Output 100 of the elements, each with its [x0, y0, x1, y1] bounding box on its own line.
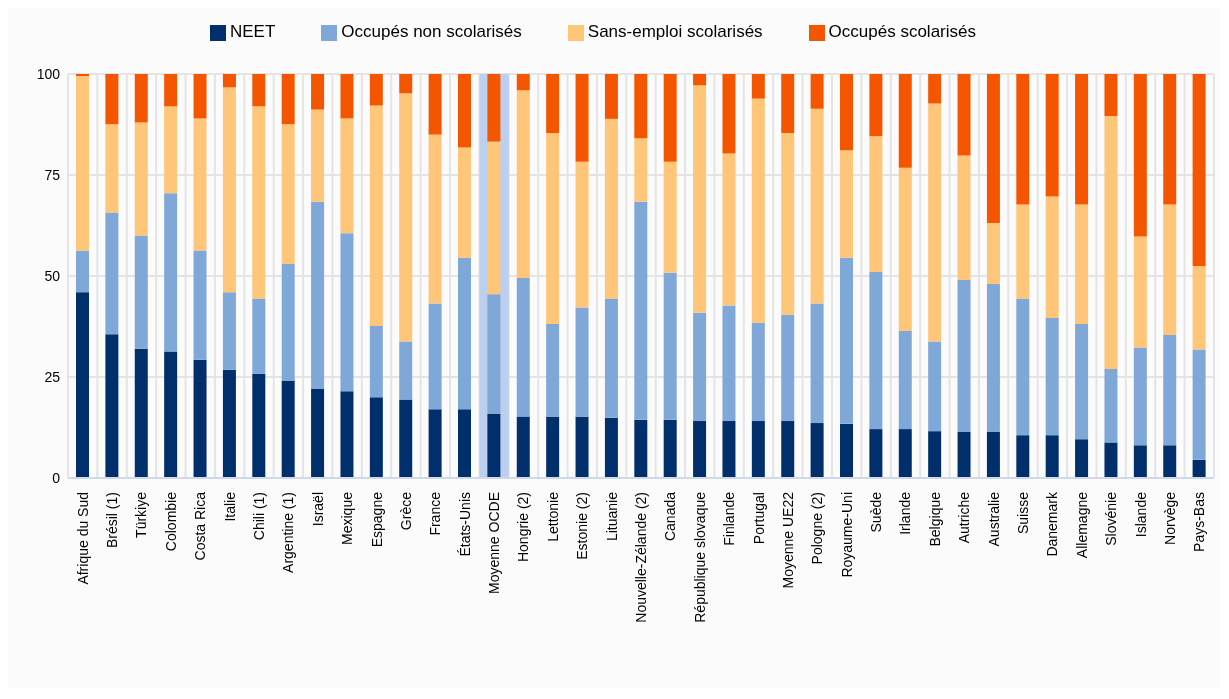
bar	[516, 74, 530, 91]
bar	[311, 109, 325, 202]
bar	[399, 93, 413, 342]
bar	[663, 272, 677, 420]
x-tick-label: Finlande	[721, 491, 738, 546]
bar	[134, 348, 148, 478]
bar	[252, 106, 266, 299]
bar	[281, 381, 295, 478]
x-tick-label: Afrique du Sud	[74, 492, 91, 585]
bar	[634, 138, 648, 202]
bar	[1192, 74, 1206, 266]
legend-label: Sans-emploi scolarisés	[587, 22, 763, 41]
bar	[516, 90, 530, 279]
bar	[898, 330, 912, 430]
bar	[1045, 318, 1059, 436]
x-tick-label: Colombie	[162, 491, 179, 552]
bar	[957, 280, 971, 432]
bar	[722, 421, 736, 478]
bar	[898, 429, 912, 478]
bar	[575, 74, 589, 162]
bar	[516, 278, 530, 417]
bar	[311, 74, 325, 110]
bar	[546, 132, 560, 325]
x-tick-label: Grèce	[397, 491, 414, 531]
bar	[105, 124, 119, 213]
bar	[898, 74, 912, 168]
bar	[957, 155, 971, 281]
bar	[840, 74, 853, 151]
bar	[193, 74, 207, 119]
bar	[810, 74, 824, 109]
y-tick-label: 50	[44, 267, 61, 284]
bar	[399, 399, 413, 478]
bar	[575, 307, 589, 417]
x-tick-label: Espagne	[368, 491, 385, 548]
legend-label: Occupés non scolarisés	[341, 22, 522, 41]
x-tick-label: Suède	[868, 491, 885, 533]
bar	[399, 74, 413, 94]
x-tick-label: Moyenne UE22	[779, 491, 796, 589]
bar	[222, 87, 236, 293]
bar	[604, 298, 618, 418]
bar	[957, 74, 971, 156]
bar	[957, 431, 971, 478]
bar	[928, 74, 942, 104]
y-tick-label: 100	[36, 65, 61, 82]
bar	[898, 167, 912, 331]
bar	[634, 74, 648, 139]
bar	[1133, 445, 1147, 478]
x-tick-label: Mexique	[339, 491, 356, 545]
x-tick-label: Hongrie (2)	[515, 492, 532, 563]
bar	[869, 74, 883, 137]
x-tick-label: Lettonie	[544, 491, 561, 542]
bar	[281, 124, 295, 264]
bar	[663, 74, 677, 162]
bar	[840, 423, 853, 478]
bar	[869, 136, 883, 272]
bar	[340, 233, 354, 392]
bar	[369, 397, 383, 478]
bar	[76, 74, 89, 77]
bar	[1163, 204, 1177, 335]
bar	[781, 74, 795, 133]
bar	[1016, 435, 1030, 478]
bar	[781, 421, 795, 478]
bar	[604, 417, 618, 478]
bar	[751, 322, 765, 422]
bar	[1133, 347, 1147, 446]
bar	[311, 201, 325, 390]
bar	[369, 74, 383, 106]
x-tick-label: Pays-Bas	[1191, 492, 1208, 552]
bar	[164, 106, 178, 194]
bar	[428, 134, 442, 304]
x-tick-label: Allemagne	[1073, 491, 1090, 559]
bar	[428, 409, 442, 478]
x-tick-label: Lituanie	[603, 491, 620, 542]
bar	[781, 314, 795, 422]
bar	[222, 369, 236, 478]
bar	[1045, 74, 1059, 197]
bar	[810, 423, 824, 478]
bar	[869, 429, 883, 478]
bar	[222, 74, 236, 88]
bar	[1133, 236, 1147, 348]
bar	[604, 74, 618, 119]
bar	[1104, 368, 1118, 443]
x-tick-label: Nouvelle-Zélande (2)	[633, 492, 649, 623]
x-tick-label: Danemark	[1044, 491, 1061, 557]
bar	[1045, 435, 1059, 478]
x-tick-label: Norvège	[1161, 491, 1178, 545]
bar	[458, 409, 471, 478]
x-tick-label: Australie	[985, 491, 1002, 547]
bar	[164, 351, 178, 478]
x-tick-label: Moyenne OCDE	[486, 492, 503, 594]
bar	[575, 416, 589, 478]
bar	[487, 413, 501, 478]
bar	[986, 74, 1000, 224]
bar	[810, 303, 824, 424]
bar	[693, 312, 707, 422]
x-tick-label: Portugal	[750, 492, 767, 545]
bar	[458, 147, 471, 258]
x-tick-label: Türkiye	[133, 491, 150, 538]
bar	[1104, 116, 1118, 369]
bar	[840, 150, 853, 258]
